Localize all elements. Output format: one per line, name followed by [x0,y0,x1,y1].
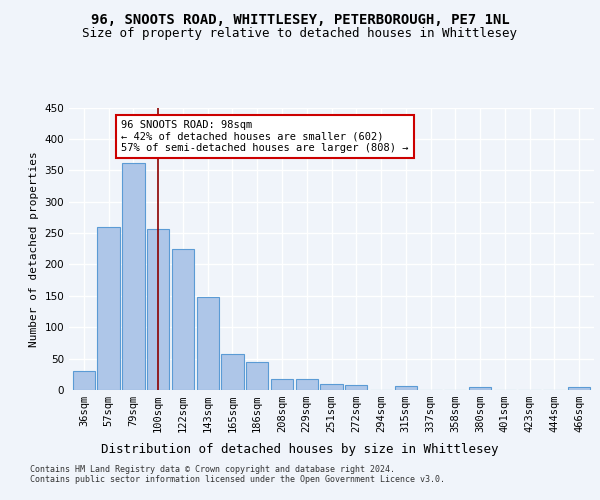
Text: Size of property relative to detached houses in Whittlesey: Size of property relative to detached ho… [83,28,517,40]
Bar [97,227,120,390]
Bar [568,388,590,390]
Bar [197,297,219,390]
Bar [246,362,268,390]
Bar [73,370,95,390]
Bar [345,385,367,390]
Bar [221,354,244,390]
Bar [469,388,491,390]
Bar [122,162,145,390]
Bar [271,378,293,390]
Bar [147,230,169,390]
Text: 96, SNOOTS ROAD, WHITTLESEY, PETERBOROUGH, PE7 1NL: 96, SNOOTS ROAD, WHITTLESEY, PETERBOROUG… [91,12,509,26]
Text: 96 SNOOTS ROAD: 98sqm
← 42% of detached houses are smaller (602)
57% of semi-det: 96 SNOOTS ROAD: 98sqm ← 42% of detached … [121,120,409,154]
Bar [395,386,417,390]
Bar [296,378,318,390]
Y-axis label: Number of detached properties: Number of detached properties [29,151,39,346]
Text: Contains HM Land Registry data © Crown copyright and database right 2024.
Contai: Contains HM Land Registry data © Crown c… [30,465,445,484]
Bar [172,249,194,390]
Text: Distribution of detached houses by size in Whittlesey: Distribution of detached houses by size … [101,442,499,456]
Bar [320,384,343,390]
